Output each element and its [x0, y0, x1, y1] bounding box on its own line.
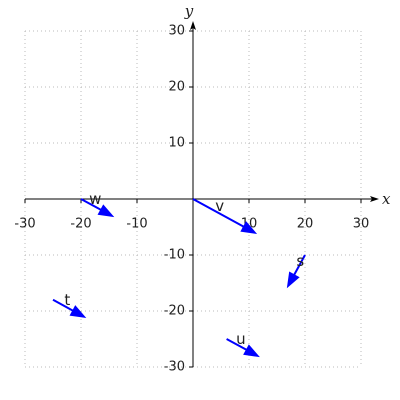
- x-axis-arrow: [370, 196, 379, 202]
- vector-arrow: [286, 254, 306, 289]
- vector-label: w: [89, 190, 101, 208]
- y-tick-label: -10: [164, 248, 185, 263]
- x-tick-label: -30: [14, 217, 35, 232]
- y-tick-label: 10: [168, 136, 185, 151]
- x-tick-label: 30: [353, 217, 370, 232]
- vector-arrow: [52, 298, 87, 318]
- y-tick-label: -20: [164, 304, 185, 319]
- x-tick-label: -10: [126, 217, 147, 232]
- x-tick-label: -20: [70, 217, 91, 232]
- vector-arrow: [192, 198, 258, 234]
- vector-label: u: [236, 330, 246, 348]
- x-tick-label: 20: [297, 217, 314, 232]
- y-tick-label: 30: [168, 24, 185, 39]
- vector-arrow: [226, 338, 260, 358]
- x-axis-label: x: [382, 190, 391, 208]
- vector-label: s: [296, 252, 304, 270]
- y-tick-label: -30: [164, 360, 185, 375]
- vector-label: t: [64, 291, 70, 309]
- vector-label: v: [215, 197, 224, 215]
- y-axis-arrow: [190, 21, 196, 30]
- vector-arrow: [80, 198, 115, 218]
- y-tick-label: 20: [168, 80, 185, 95]
- y-axis-label: y: [184, 2, 194, 20]
